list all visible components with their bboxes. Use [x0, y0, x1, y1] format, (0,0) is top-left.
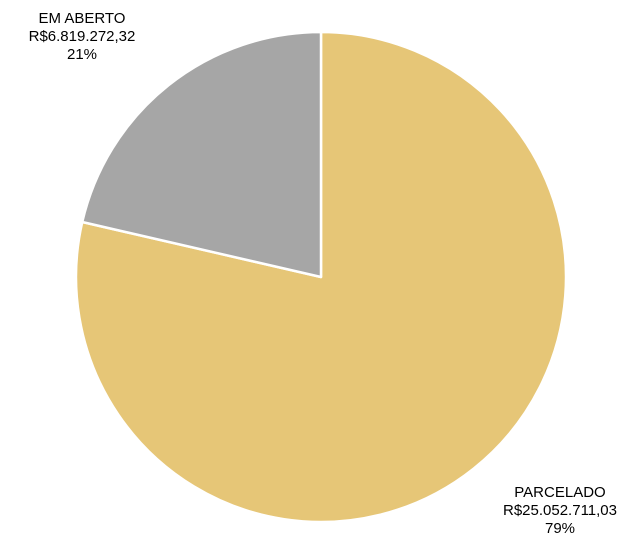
slice-label-em-aberto: EM ABERTO R$6.819.272,32 21% [0, 10, 164, 64]
slice-label-parcelado-name: PARCELADO [514, 484, 606, 501]
pie-slice-em-aberto [81, 30, 323, 279]
slice-label-parcelado: PARCELADO R$25.052.711,03 79% [480, 484, 640, 538]
pie-slices [74, 30, 568, 524]
slice-label-em-aberto-name: EM ABERTO [38, 10, 126, 27]
slice-label-em-aberto-amount: R$6.819.272,32 [28, 28, 136, 45]
slice-label-parcelado-amount: R$25.052.711,03 [503, 502, 617, 519]
slice-label-parcelado-percent: 79% [544, 520, 576, 537]
slice-label-em-aberto-percent: 21% [66, 46, 98, 63]
